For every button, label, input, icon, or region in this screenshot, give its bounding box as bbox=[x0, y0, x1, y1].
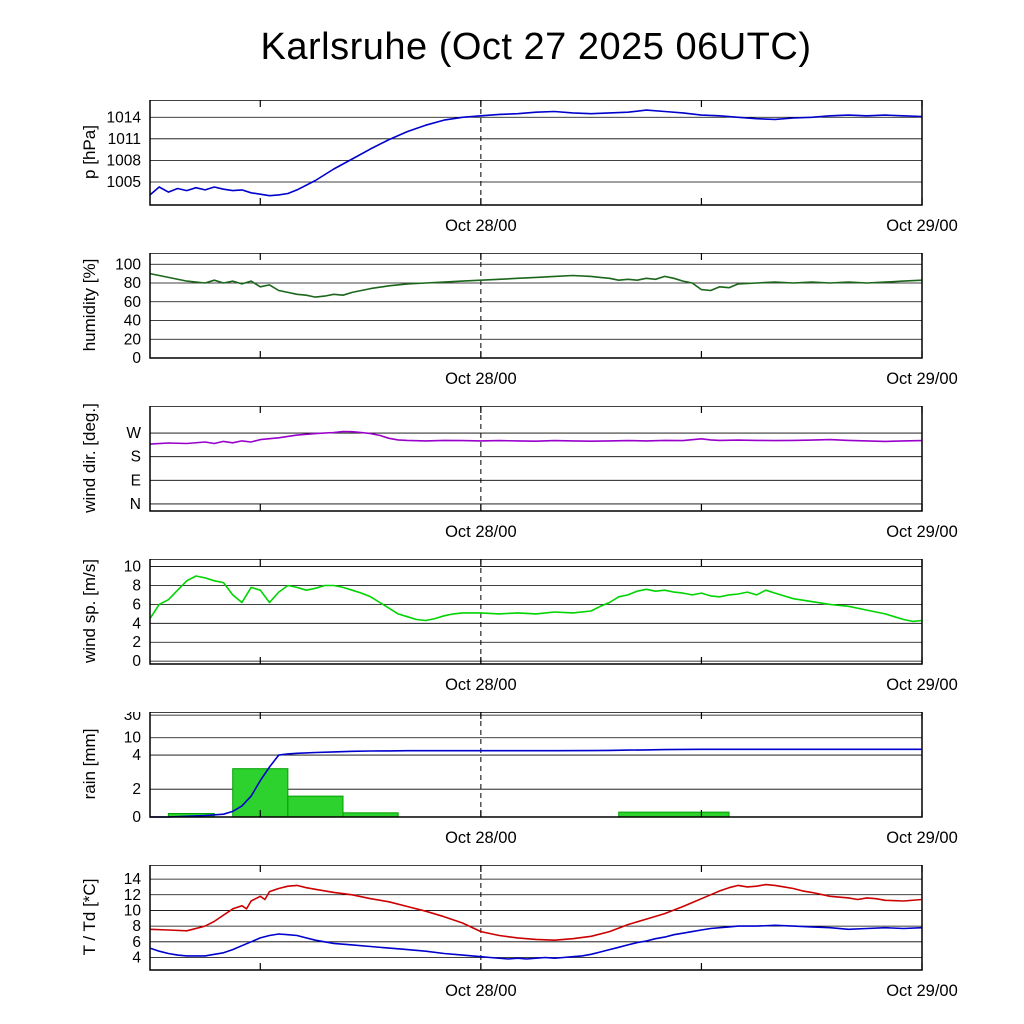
y-tick-label: 8 bbox=[132, 577, 141, 594]
y-tick-label: 6 bbox=[132, 934, 141, 951]
chart-title: Karlsruhe (Oct 27 2025 06UTC) bbox=[260, 26, 812, 68]
y-tick-label: 12 bbox=[124, 887, 141, 904]
plot-border bbox=[149, 100, 923, 206]
y-tick-label: 0 bbox=[132, 809, 141, 826]
x-axis-label: Oct 29/00 bbox=[886, 982, 958, 1000]
series-rain-accumulated bbox=[150, 748, 922, 818]
y-tick-label: 4 bbox=[132, 615, 141, 632]
y-tick-label: 60 bbox=[124, 294, 142, 311]
x-axis-label: Oct 28/00 bbox=[445, 523, 517, 541]
chart-pressure: 1005 1008 1011 1014 Oct 28/00 Oct 29/00 bbox=[107, 100, 958, 235]
y-tick-label: 6 bbox=[132, 596, 141, 613]
panel-wind-direction: N E S W Oct 28/00 Oct 29/00 bbox=[0, 406, 1024, 545]
y-tick-label: 20 bbox=[124, 331, 142, 348]
series-temperature bbox=[149, 883, 923, 941]
y-tick-label: 14 bbox=[124, 871, 142, 888]
x-axis-label: Oct 29/00 bbox=[886, 829, 958, 847]
y-tick-label: S bbox=[131, 449, 141, 466]
plot-border bbox=[149, 559, 923, 665]
y-tick-label: 80 bbox=[124, 275, 142, 292]
panel-humidity: 0 20 40 60 80 100 Oct 28/00 Oct 29/00 bbox=[0, 253, 1024, 392]
panel-pressure: 1005 1008 1011 1014 Oct 28/00 Oct 29/00 bbox=[0, 100, 1024, 239]
x-axis-label: Oct 28/00 bbox=[445, 370, 517, 388]
rain-bar bbox=[232, 768, 289, 818]
plot-border bbox=[149, 406, 923, 512]
y-tick-label: 4 bbox=[132, 949, 141, 966]
plot-border bbox=[149, 712, 923, 818]
y-tick-label: E bbox=[131, 472, 141, 489]
y-tick-label: 1014 bbox=[107, 109, 142, 126]
y-tick-label: 2 bbox=[132, 634, 141, 651]
y-tick-label: 8 bbox=[132, 918, 141, 935]
x-axis-label: Oct 28/00 bbox=[445, 982, 517, 1000]
series-dewpoint bbox=[149, 924, 923, 960]
x-axis-label: Oct 29/00 bbox=[886, 523, 958, 541]
x-axis-label: Oct 28/00 bbox=[445, 676, 517, 694]
y-tick-label: 0 bbox=[132, 653, 141, 670]
y-tick-label: 10 bbox=[124, 902, 142, 919]
x-axis-label: Oct 28/00 bbox=[445, 829, 517, 847]
y-tick-label: W bbox=[126, 425, 141, 442]
rain-bar bbox=[287, 795, 344, 818]
chart-wind-speed: 0 2 4 6 810 Oct 28/00 Oct 29/00 bbox=[124, 559, 958, 694]
series-pressure bbox=[149, 109, 923, 197]
plot-border bbox=[149, 865, 923, 971]
series-wind-speed bbox=[149, 575, 923, 623]
series-humidity bbox=[149, 272, 923, 298]
y-tick-label: 4 bbox=[132, 747, 141, 764]
series-wind-direction bbox=[149, 430, 923, 445]
y-tick-label: 100 bbox=[115, 256, 141, 273]
x-axis-label: Oct 29/00 bbox=[886, 217, 958, 235]
x-axis-label: Oct 29/00 bbox=[886, 370, 958, 388]
y-tick-label: 10 bbox=[124, 730, 142, 747]
panel-temperature-dewpoint: 4 6 8 10 12 14 Oct 28/00 Oct 29/00 bbox=[0, 865, 1024, 1004]
y-tick-label: 1005 bbox=[107, 174, 141, 191]
panel-wind-speed: 0 2 4 6 8 10 Oct 28/00 Oct 29/00 bbox=[0, 559, 1024, 698]
y-tick-label: 1011 bbox=[108, 131, 141, 148]
plot-border bbox=[149, 253, 923, 359]
y-tick-label: 2 bbox=[132, 781, 141, 798]
chart-rain: 0 2 410 30 Oct 28/00 Oct 29/00 bbox=[124, 712, 958, 847]
panel-rain: 0 2 4 10 30 Oct 28/00 Oct 29/00 bbox=[0, 712, 1024, 851]
y-tick-label: 0 bbox=[132, 350, 141, 367]
y-tick-label: 40 bbox=[124, 313, 142, 330]
x-axis-label: Oct 28/00 bbox=[445, 217, 517, 235]
y-tick-label: N bbox=[130, 496, 141, 513]
y-tick-label: 10 bbox=[124, 559, 142, 576]
y-tick-label: 1008 bbox=[107, 152, 141, 169]
x-axis-label: Oct 29/00 bbox=[886, 676, 958, 694]
y-tick-label: 30 bbox=[124, 712, 142, 724]
